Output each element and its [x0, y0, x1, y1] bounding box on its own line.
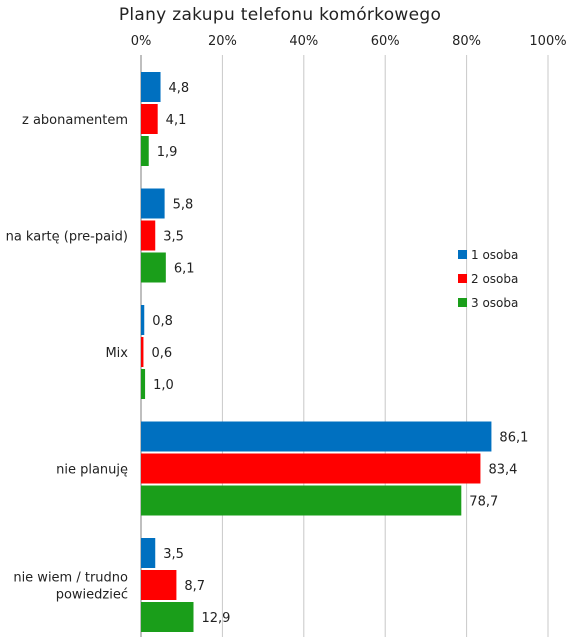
- legend-swatch: [458, 298, 467, 307]
- x-axis-tick-labels: 0% 20% 40% 60% 80% 100%: [131, 34, 566, 49]
- x-tick-label: 20%: [208, 34, 237, 49]
- bars: 4,8 4,1 1,9 5,8 3,5 6,1 0,8 0,6 1,0 86,1 83,4 78,7 3…: [141, 72, 528, 632]
- x-tick-label: 80%: [452, 34, 481, 49]
- x-tick-label: 40%: [289, 34, 318, 49]
- gridlines: [140, 55, 549, 637]
- data-label: 83,4: [488, 463, 517, 478]
- data-label: 1,0: [153, 378, 174, 393]
- data-label: 4,1: [166, 113, 187, 128]
- data-label: 86,1: [499, 431, 528, 446]
- bar: [141, 602, 194, 632]
- legend-label: 1 osoba: [471, 248, 518, 262]
- data-label: 4,8: [169, 81, 190, 96]
- category-label: powiedzieć: [56, 588, 128, 603]
- bar: [141, 252, 166, 283]
- data-label: 78,7: [469, 495, 498, 510]
- data-label: 0,6: [151, 346, 172, 361]
- data-label: 3,5: [163, 547, 184, 562]
- bar: [141, 220, 156, 251]
- data-label: 5,8: [173, 198, 194, 213]
- legend-swatch: [458, 274, 467, 283]
- x-tick-label: 100%: [529, 34, 566, 49]
- bar: [141, 369, 146, 399]
- data-label: 0,8: [152, 314, 173, 329]
- legend: 1 osoba 2 osoba 3 osoba: [458, 248, 518, 310]
- x-tick-label: 60%: [371, 34, 400, 49]
- bar: [141, 136, 149, 166]
- category-label: na kartę (pre-paid): [6, 230, 128, 245]
- bar: [141, 305, 145, 335]
- bar: [141, 485, 462, 516]
- data-label: 3,5: [163, 230, 184, 245]
- category-labels: z abonamentem na kartę (pre-paid) Mix nie p…: [6, 113, 129, 603]
- data-label: 12,9: [202, 611, 231, 626]
- bar: [141, 570, 177, 600]
- category-label: nie planuję: [56, 463, 128, 478]
- bar: [141, 188, 165, 219]
- chart-title: Plany zakupu telefonu komórkowego: [119, 5, 441, 25]
- legend-swatch: [458, 250, 467, 259]
- bar: [141, 453, 481, 484]
- data-label: 8,7: [184, 579, 205, 594]
- x-tick-label: 0%: [131, 34, 152, 49]
- legend-label: 2 osoba: [471, 272, 518, 286]
- data-label: 1,9: [157, 145, 178, 160]
- data-label: 6,1: [174, 262, 195, 277]
- bar: [141, 337, 144, 367]
- category-label: z abonamentem: [22, 113, 128, 128]
- bar: [141, 72, 161, 102]
- legend-label: 3 osoba: [471, 296, 518, 310]
- bar: [141, 104, 158, 134]
- category-label: nie wiem / trudno: [13, 571, 128, 586]
- category-label: Mix: [105, 346, 128, 361]
- bar: [141, 421, 492, 452]
- bar: [141, 538, 156, 568]
